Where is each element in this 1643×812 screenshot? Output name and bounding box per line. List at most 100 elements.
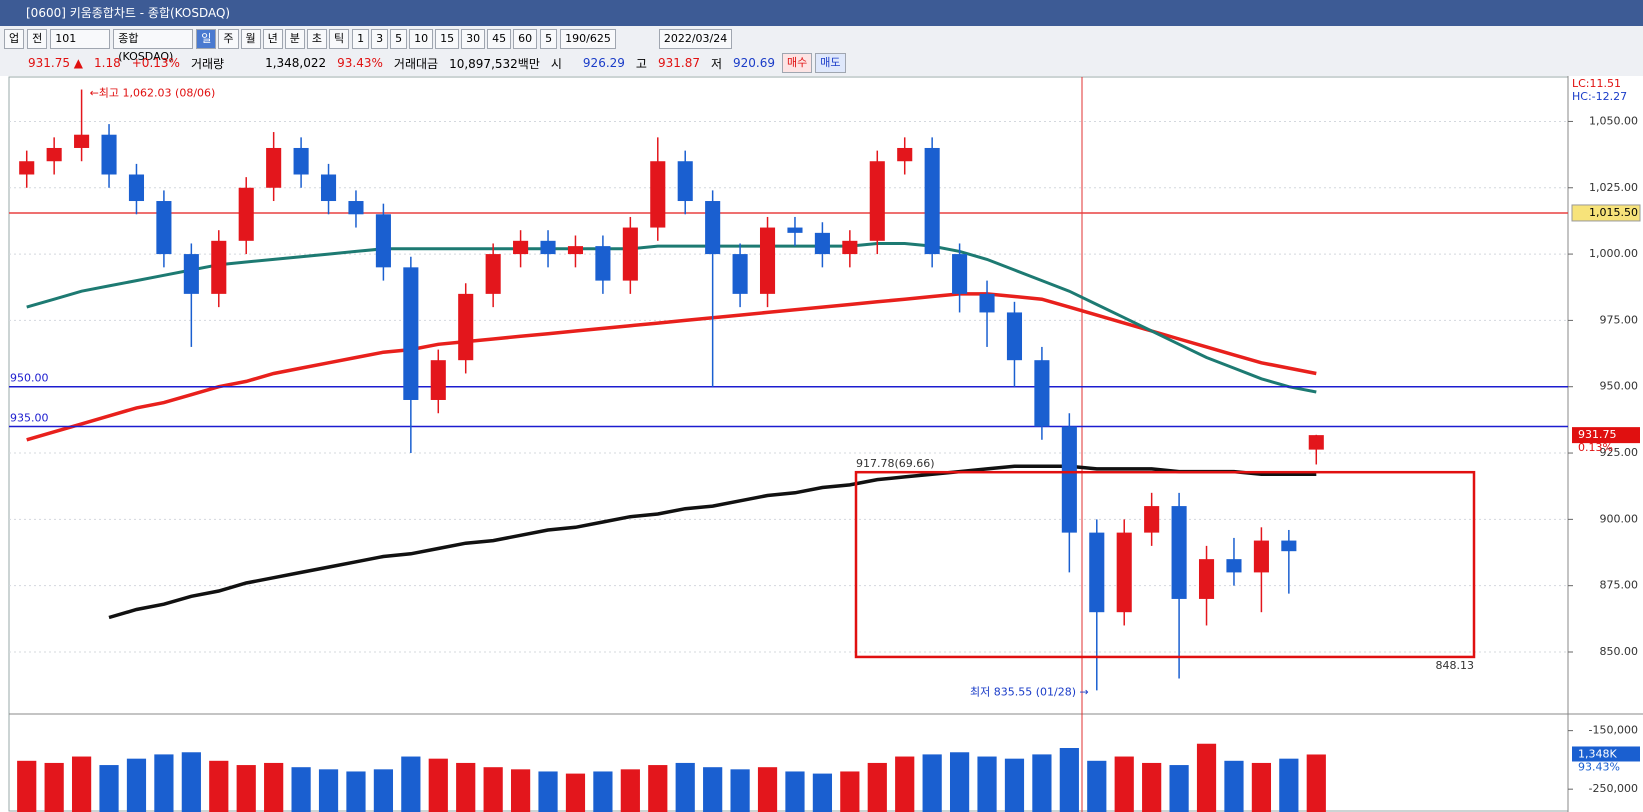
period-button[interactable]: 일 (196, 29, 217, 49)
volume-bar (1004, 758, 1025, 812)
period-button[interactable]: 분 (284, 29, 305, 49)
interval-button[interactable]: 45 (487, 29, 512, 49)
change-pct: +0.13% (131, 56, 180, 70)
high-label: 고 (635, 56, 647, 71)
last-badge (1572, 427, 1640, 444)
change: 1.18 (94, 56, 121, 70)
candle-body (650, 161, 666, 228)
volume-bar (1114, 756, 1134, 812)
date[interactable]: 2022/03/24 (658, 29, 733, 49)
volume-bar (428, 758, 448, 812)
volume-bar (949, 752, 970, 812)
period-button[interactable]: 틱 (329, 29, 350, 49)
candle-body (1061, 426, 1077, 533)
candle-body (320, 174, 337, 202)
candle-body (705, 201, 721, 255)
high: 931.87 (657, 56, 700, 70)
volume-bar (1306, 754, 1326, 812)
candle-body (787, 227, 803, 233)
candle-body (183, 254, 199, 294)
volume-label: 거래량 (190, 56, 225, 71)
code-input[interactable]: 101 (50, 29, 111, 49)
market[interactable]: 업 (4, 29, 25, 49)
period-button[interactable]: 초 (306, 29, 327, 49)
box-top-label: 917.78(69.66) (856, 457, 935, 470)
high-note: ←최고 1,062.03 (08/06) (90, 87, 216, 100)
volume-bar (867, 762, 887, 812)
interval-button[interactable]: 10 (409, 29, 434, 49)
candle-body (403, 267, 419, 400)
range-box (854, 470, 1476, 659)
moving-average (108, 464, 1317, 620)
y-tick-label: 925.00 (1600, 446, 1639, 459)
volume-bar (785, 771, 805, 812)
period-button[interactable]: 년 (262, 29, 283, 49)
volume-bar (126, 758, 147, 812)
volume-bar (840, 771, 860, 812)
candle-body (101, 134, 117, 175)
sell-button[interactable]: 매도 (815, 53, 846, 73)
count[interactable]: 190/625 (560, 29, 616, 49)
scope[interactable]: 전 (27, 29, 48, 49)
low-label: 저 (710, 56, 723, 71)
interval-button[interactable]: 5 (390, 29, 408, 49)
index-name[interactable]: 종합(KOSDAQ) (113, 29, 194, 63)
candle-body (458, 293, 474, 361)
candle-body (211, 240, 227, 294)
volume: 1,348,022 (265, 56, 327, 70)
y-tick-label: 900.00 (1600, 512, 1639, 525)
candle-body (677, 161, 693, 202)
candle-body (266, 147, 282, 188)
candle-body (1006, 312, 1023, 361)
axis-badge (1571, 204, 1641, 222)
interval-input[interactable]: 5 (540, 29, 558, 49)
y-tick-label: 1,025.00 (1589, 181, 1638, 194)
candle-body (156, 201, 172, 255)
info-bar: 931.75 ▲ 1.18 +0.13% 거래량 1,348,022 93.43… (4, 52, 846, 74)
low-note: 최저 835.55 (01/28) → (970, 685, 1089, 698)
moving-average (26, 242, 1317, 394)
candle-body (1144, 506, 1160, 533)
candle-body (814, 232, 830, 255)
interval-button[interactable]: 15 (435, 29, 460, 49)
volume-bar (456, 762, 476, 812)
candle-body (19, 161, 35, 175)
volume-bar (757, 767, 778, 812)
candle-body (1198, 559, 1215, 599)
y-tick-label: 950.00 (1600, 380, 1639, 393)
volume-bar (510, 769, 531, 812)
candle-body (375, 214, 391, 268)
candle-body (1116, 532, 1132, 613)
candle-body (1089, 532, 1105, 613)
y-tick-label: 1,000.00 (1589, 247, 1638, 260)
interval-button[interactable]: 60 (513, 29, 538, 49)
volume-bar (373, 769, 394, 812)
candle-body (430, 360, 446, 400)
interval-button[interactable]: 30 (461, 29, 486, 49)
change-label: 0.13% (1578, 441, 1613, 454)
interval-button[interactable]: 1 (352, 29, 370, 49)
candle-body (238, 187, 254, 241)
window-title: [0600] 키움종합차트 - 종합(KOSDAQ) (26, 6, 231, 20)
chart: 1,050.00 1,025.00 1,000.00 975.00 950.00 925.… (0, 76, 1643, 812)
buy-button[interactable]: 매수 (782, 53, 813, 73)
volume-bar (1087, 760, 1107, 812)
volume-bar (346, 771, 366, 812)
candle-body (1253, 540, 1269, 573)
volume-bar (895, 756, 915, 812)
period-button[interactable]: 주 (218, 29, 239, 49)
volume-bar (264, 762, 284, 812)
osc-tick-label: -250,000 (1589, 782, 1638, 795)
volume-bar (593, 771, 613, 812)
candle-body (759, 227, 776, 294)
candle-body (567, 246, 584, 255)
volume-bar (1279, 758, 1299, 812)
hc-label: HC:-12.27 (1572, 90, 1627, 103)
candle-body (1281, 540, 1297, 552)
period-button[interactable]: 월 (240, 29, 261, 49)
line-label: 950.00 (10, 372, 49, 385)
volume-bar (209, 760, 229, 812)
interval-button[interactable]: 3 (371, 29, 389, 49)
